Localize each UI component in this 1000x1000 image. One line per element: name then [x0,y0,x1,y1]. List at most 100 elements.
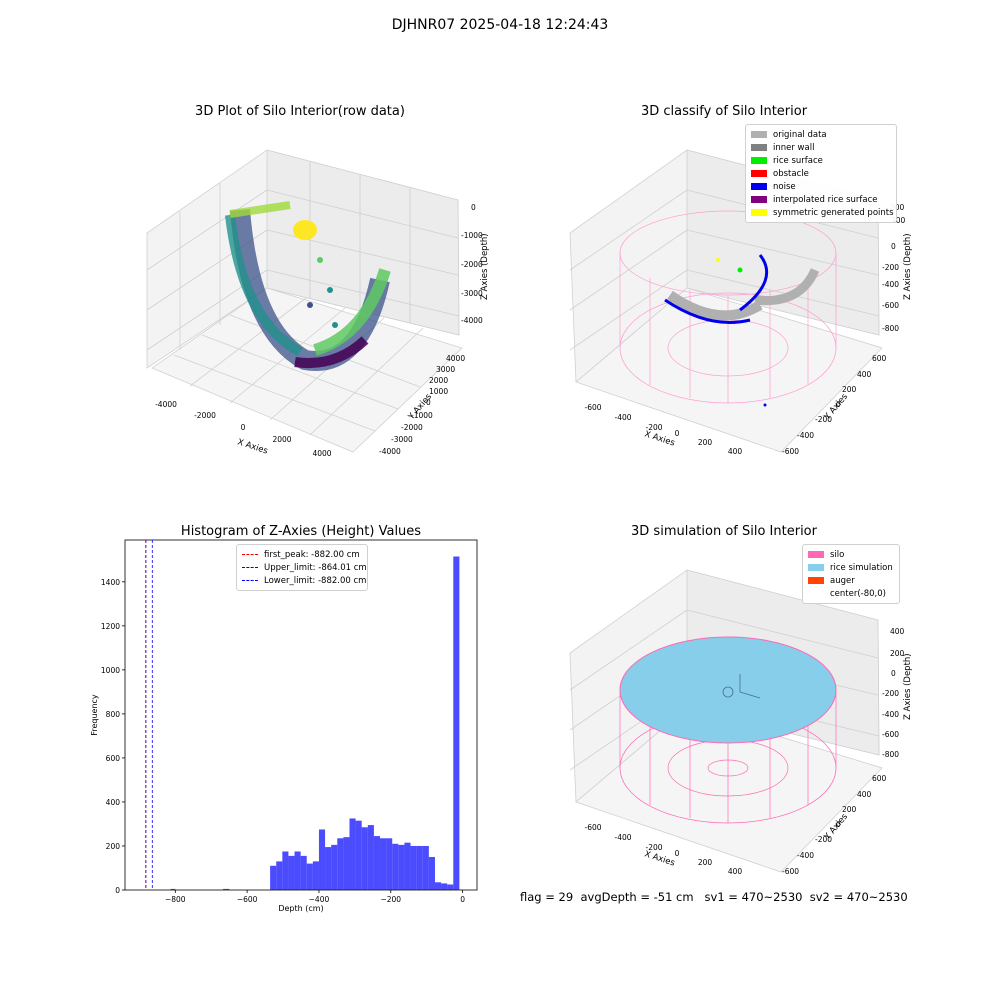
histogram-bar [367,825,374,890]
raw-y-tick: -2000 [401,423,423,432]
classify-x-tick: -400 [614,413,631,422]
histogram-bar [392,843,399,890]
simulation-z-tick: -600 [882,730,899,739]
simulation-legend-item: center(-80,0) [808,587,894,600]
classify-legend: original data inner wall rice surface obsta… [745,124,897,223]
histogram-bar [306,863,313,890]
histogram-bar [223,888,230,890]
classify-y-tick: -200 [815,415,832,424]
classify-legend-item: symmetric generated points [751,206,894,219]
classify-legend-label: noise [773,181,796,192]
simulation-x-label: X Axies [643,849,676,868]
histogram-bar [282,851,289,890]
figure-suptitle: DJHNR07 2025-04-18 12:24:43 [391,17,609,33]
classify-legend-swatch [751,170,767,177]
histogram-chart: −800 −600 −400 −200 0 0 200 400 600 800 1000 1200 1… [90,539,478,913]
simulation-y-tick: 200 [842,805,857,814]
histogram-x-tick-label: −200 [380,895,401,904]
histogram-x-tick-label: −800 [165,895,186,904]
simulation-x-tick: 200 [698,858,713,867]
raw-x-label: X Axies [236,437,269,456]
raw-x-tick: 0 [241,423,246,432]
histogram-x-tick-label: 0 [460,895,465,904]
histogram-bar [343,837,350,890]
classify-x-tick: 400 [728,447,743,456]
raw-z-tick: -2000 [461,260,483,269]
classify-z-tick: -200 [882,263,899,272]
simulation-x-tick: -400 [614,833,631,842]
classify-legend-label: interpolated rice surface [773,194,878,205]
histogram-y-tick-label: 1000 [101,666,120,675]
classify-y-tick: -600 [782,447,799,456]
raw-x-tick: 4000 [312,449,331,458]
raw-y-tick: 2000 [429,376,448,385]
simulation-legend: silo rice simulation auger center(-80,0) [802,544,900,604]
classify-y-tick: 600 [872,354,887,363]
auger-marker [722,674,761,699]
histogram-x-tick-label: −400 [309,895,330,904]
raw-z-tick: 0 [471,203,476,212]
histogram-legend-item: Upper_limit: -864.01 cm [242,561,367,574]
simulation-legend-swatch [808,590,824,597]
raw-z-label: Z Axies (Depth) [480,233,490,300]
histogram-bar [373,836,381,890]
histogram-legend-swatch [242,554,258,555]
histogram-y-label: Frequency [90,694,99,736]
raw-y-tick: 4000 [446,354,465,363]
classify-z-tick: -800 [882,324,899,333]
raw-y-tick: -4000 [379,447,401,456]
histogram-y-tick-label: 800 [106,710,121,719]
histogram-bar [337,838,344,890]
simulation-3d-plot: -600 -400 -200 0 200 400 X Axies -600 -4… [569,569,913,876]
histogram-bar [331,844,338,890]
classify-legend-swatch [751,157,767,164]
histogram-bar [380,838,387,890]
classify-legend-label: obstacle [773,168,809,179]
histogram-bars [170,556,460,890]
simulation-y-tick: -200 [815,835,832,844]
simulation-y-tick: 0 [836,820,841,829]
rice-simulation-surface [619,636,837,744]
raw-x-tick: -2000 [194,411,216,420]
histogram-y-tick-label: 1400 [101,578,120,587]
classify-legend-swatch [751,144,767,151]
raw-y-tick: -3000 [391,435,413,444]
histogram-x-ticks: −800 −600 −400 −200 0 [165,890,465,904]
histogram-bar [404,842,411,890]
simulation-z-tick: 0 [891,669,896,678]
classify-legend-item: original data [751,128,891,141]
raw-z-tick: -4000 [461,316,483,325]
histogram-bar [428,856,435,890]
histogram-legend-label: Lower_limit: -882.00 cm [264,575,367,586]
histogram-x-tick-label: −600 [237,895,258,904]
histogram-bar [312,861,319,890]
simulation-z-tick: 400 [890,627,905,636]
classify-z-label: Z Axies (Depth) [903,233,913,300]
histogram-bar [453,556,460,890]
classify-legend-swatch [751,183,767,190]
histogram-bar [270,865,277,890]
histogram-bar [447,884,454,890]
simulation-y-tick: 400 [857,790,872,799]
histogram-legend-swatch [242,580,258,581]
histogram-bar [294,851,301,890]
histogram-bar [300,855,307,890]
histogram-legend-item: first_peak: -882.00 cm [242,548,362,561]
histogram-bar [276,861,283,890]
histogram-bar [416,845,423,890]
classify-legend-swatch [751,131,767,138]
histogram-y-tick-label: 200 [106,842,121,851]
classify-legend-item: noise [751,180,891,193]
simulation-legend-swatch [808,551,824,558]
classify-legend-item: rice surface [751,154,891,167]
histogram-bar [410,845,417,890]
simulation-x-tick: -200 [645,843,662,852]
histogram-bar [434,882,442,890]
simulation-legend-item: rice simulation [808,561,894,574]
classify-legend-swatch [751,196,767,203]
histogram-bar [422,845,429,890]
classify-z-tick: 0 [891,242,896,251]
histogram-bar [288,855,295,890]
classify-legend-label: rice surface [773,155,823,166]
classify-y-tick: 200 [842,385,857,394]
